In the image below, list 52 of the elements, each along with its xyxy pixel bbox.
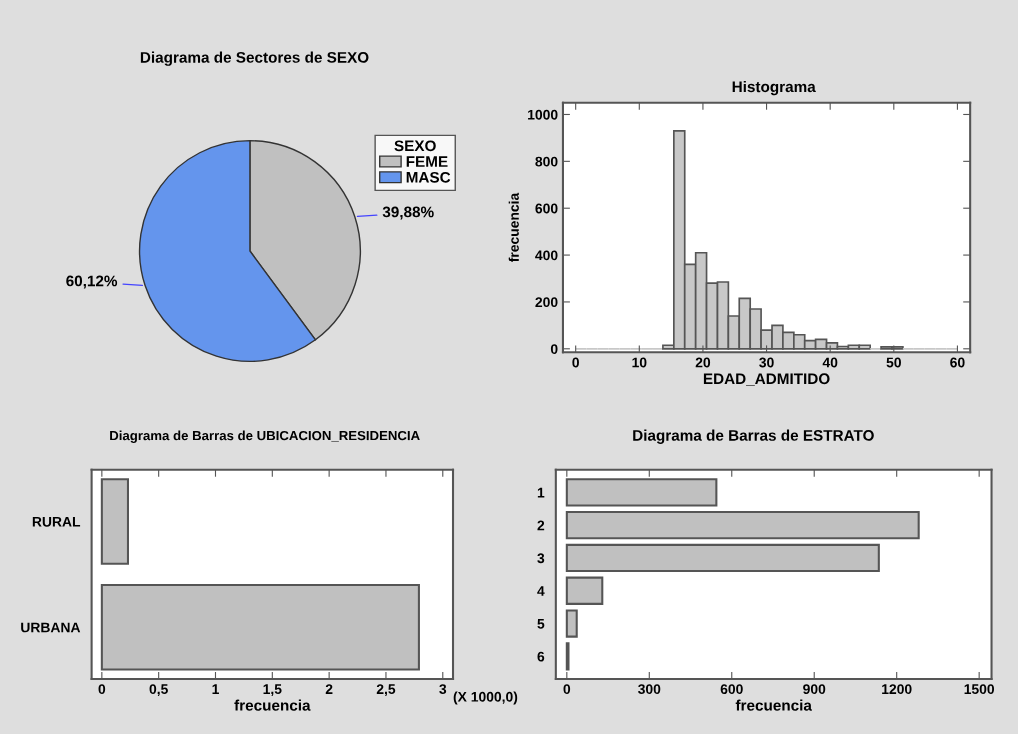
x-tick-label: 1200 bbox=[882, 684, 912, 695]
x-tick-label: 0 bbox=[572, 357, 579, 368]
bar bbox=[565, 609, 578, 638]
x-tick-label: 1,5 bbox=[263, 684, 282, 697]
x-tick-label: 1500 bbox=[964, 684, 995, 695]
y-tick-label: URBANA bbox=[21, 622, 81, 633]
x-tick-label: 300 bbox=[638, 684, 661, 695]
legend-title: SEXO bbox=[394, 140, 436, 152]
x-axis-title: EDAD_ADMITIDO bbox=[703, 373, 830, 386]
x-tick-label: 900 bbox=[803, 684, 826, 695]
x-tick-label: 0 bbox=[563, 684, 571, 695]
x-axis-title: frecuencia bbox=[735, 699, 812, 711]
x-tick-label: 600 bbox=[720, 684, 743, 695]
y-tick-label: 400 bbox=[535, 250, 558, 261]
chart-title: Diagrama de Barras de ESTRATO bbox=[633, 429, 874, 444]
chart-title: Diagrama de Sectores de SEXO bbox=[140, 51, 369, 66]
y-tick-label: 3 bbox=[537, 553, 545, 564]
y-tick-label: 1000 bbox=[528, 109, 558, 120]
y-tick-label: 1 bbox=[537, 487, 545, 498]
x-tick-label: 0 bbox=[98, 684, 106, 695]
x-tick-label: 3 bbox=[439, 684, 447, 695]
x-tick-label: 1 bbox=[212, 684, 219, 694]
y-tick-label: 2 bbox=[537, 520, 545, 531]
y-tick-label: 4 bbox=[537, 586, 545, 596]
y-tick-label: 600 bbox=[535, 203, 558, 214]
x-tick-label: 40 bbox=[822, 357, 838, 368]
bar bbox=[565, 543, 880, 573]
x-tick-label: 10 bbox=[632, 357, 647, 368]
chart-title: Histograma bbox=[732, 80, 816, 96]
bar bbox=[565, 576, 604, 605]
y-tick-label: 6 bbox=[537, 651, 545, 662]
y-tick-label: 5 bbox=[537, 619, 545, 629]
x-axis-title: frecuencia bbox=[234, 699, 311, 711]
x-tick-label: 60 bbox=[950, 357, 965, 368]
chart-title: Diagrama de Barras de UBICACION_RESIDENCIA bbox=[110, 430, 420, 443]
legend-label: MASC bbox=[406, 171, 451, 183]
text: (X 1000,0) bbox=[453, 691, 518, 705]
x-tick-label: 20 bbox=[695, 357, 711, 368]
y-tick-label: RURAL bbox=[32, 517, 81, 527]
x-tick-label: 30 bbox=[759, 357, 774, 368]
y-tick-label: 200 bbox=[535, 297, 558, 308]
data-label: 60,12% bbox=[66, 275, 118, 289]
y-tick-label: 800 bbox=[535, 156, 558, 167]
x-tick-label: 0,5 bbox=[149, 684, 168, 697]
legend-label: FEME bbox=[406, 156, 448, 167]
bar bbox=[565, 511, 920, 540]
y-tick-label: 0 bbox=[550, 344, 558, 354]
x-tick-label: 2,5 bbox=[376, 684, 396, 697]
x-tick-label: 50 bbox=[886, 357, 901, 368]
data-label: 39,88% bbox=[382, 206, 434, 220]
y-axis-title: frecuencia bbox=[508, 192, 519, 263]
x-tick-label: 2 bbox=[325, 684, 333, 694]
